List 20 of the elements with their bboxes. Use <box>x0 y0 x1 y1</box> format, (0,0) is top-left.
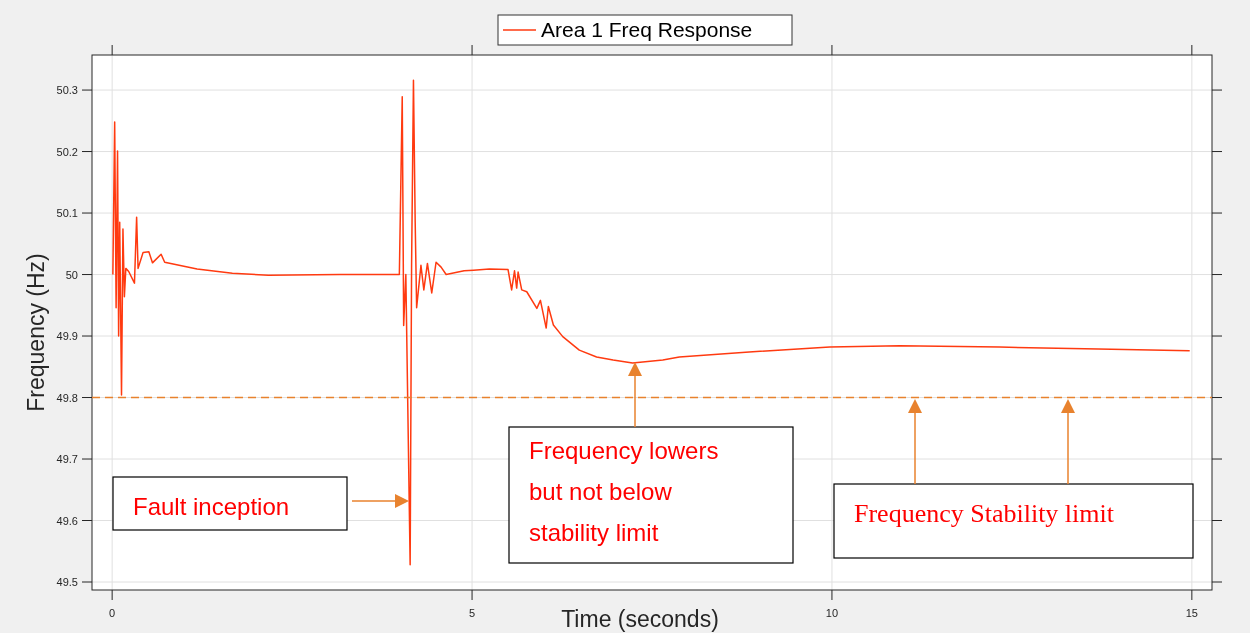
legend-label: Area 1 Freq Response <box>541 18 753 41</box>
y-tick-label: 49.7 <box>56 453 78 466</box>
line-series <box>112 79 1191 566</box>
annotation: Frequency Stability limit <box>854 499 1115 528</box>
y-tick-label: 49.9 <box>56 330 78 343</box>
x-axis-title: Time (seconds) <box>561 606 719 632</box>
y-tick-label: 50 <box>65 268 78 281</box>
y-axis-title: Frequency (Hz) <box>23 253 49 412</box>
y-tick-label: 50.2 <box>56 145 78 158</box>
y-tick-label: 50.3 <box>56 84 78 97</box>
y-tick-label: 49.5 <box>56 576 78 589</box>
x-tick-label: 5 <box>468 607 476 619</box>
x-tick-label: 10 <box>825 607 839 619</box>
y-tick-label: 49.8 <box>56 391 78 404</box>
y-tick-label: 49.6 <box>56 514 78 527</box>
y-tick-label: 50.1 <box>56 207 78 220</box>
x-tick-label: 15 <box>1185 607 1198 619</box>
x-tick-label: 0 <box>109 607 116 619</box>
annotation: Fault inception <box>133 493 290 520</box>
annotation: Frequency lowers but not below stability limit <box>529 437 719 546</box>
